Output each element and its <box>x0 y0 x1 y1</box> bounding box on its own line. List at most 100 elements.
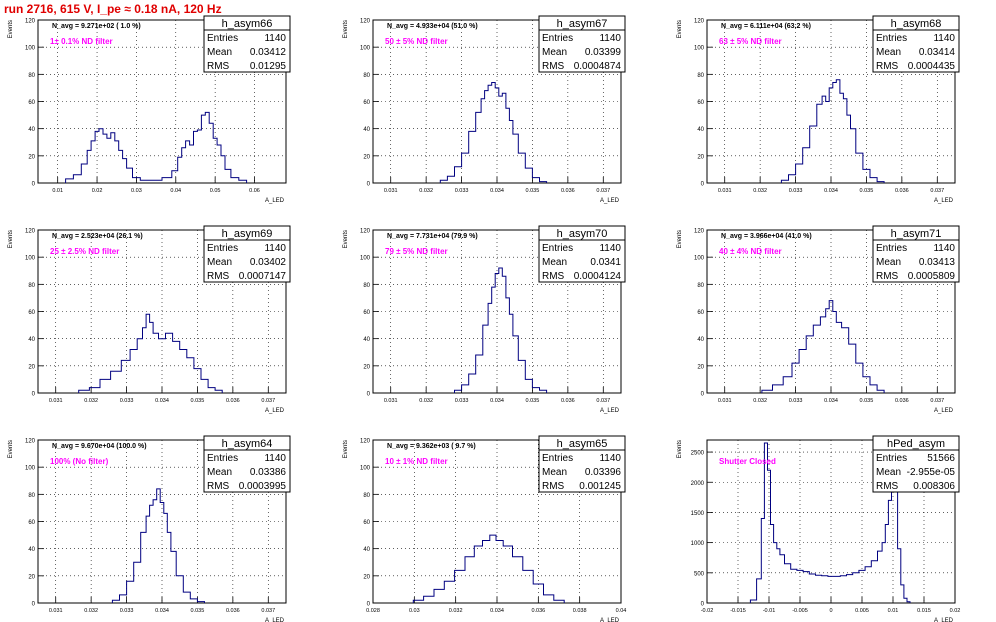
x-tick-label: 0.031 <box>718 188 732 194</box>
x-tick-label: 0.037 <box>930 398 944 404</box>
x-tick-label: 0.033 <box>455 398 469 404</box>
page-title: run 2716, 615 V, I_pe ≈ 0.18 nA, 120 Hz <box>4 2 222 16</box>
x-tick-label: 0.036 <box>226 608 240 614</box>
y-axis-label: Events <box>677 230 683 248</box>
y-tick-label: 80 <box>363 283 370 289</box>
stats-value: 1140 <box>264 33 286 44</box>
x-tick-label: 0.031 <box>718 398 732 404</box>
x-tick-label: 0.036 <box>561 188 575 194</box>
navg-label: N_avg = 9.362e+03 ( 9.7 %) <box>387 443 476 450</box>
histogram-series <box>412 534 565 603</box>
stats-value: 0.03396 <box>585 467 622 478</box>
stats-value: 0.0005809 <box>908 271 956 282</box>
y-axis-label: Events <box>343 230 349 248</box>
histogram-series <box>65 111 248 183</box>
x-tick-label: 0.036 <box>895 398 909 404</box>
x-tick-label: 0.032 <box>753 188 767 194</box>
stats-box <box>872 225 960 283</box>
y-tick-label: 500 <box>694 571 705 577</box>
stats-key: Mean <box>542 257 567 268</box>
plot-frame <box>37 229 287 394</box>
stats-box <box>203 435 291 493</box>
stats-title: hPed_asym <box>887 438 945 450</box>
y-tick-label: 1000 <box>691 541 705 547</box>
stats-value: 51566 <box>927 453 955 464</box>
x-tick-label: 0.034 <box>490 398 504 404</box>
y-axis-label: Events <box>343 440 349 458</box>
stats-box <box>872 435 960 493</box>
stats-key: Entries <box>542 243 573 254</box>
stats-key: Entries <box>876 453 907 464</box>
stats-key: RMS <box>876 61 899 72</box>
stats-value: 0.03399 <box>585 47 622 58</box>
x-tick-label: 0.037 <box>596 398 610 404</box>
x-tick-label: 0.031 <box>49 398 63 404</box>
y-tick-label: 40 <box>363 547 370 553</box>
stats-title: h_asym65 <box>557 438 608 450</box>
stats-box <box>203 15 291 73</box>
stats-box <box>203 225 291 283</box>
stats-title: h_asym71 <box>891 228 942 240</box>
y-tick-label: 0 <box>367 602 371 608</box>
y-tick-label: 60 <box>28 310 35 316</box>
stats-key: RMS <box>542 481 565 492</box>
y-tick-label: 20 <box>697 154 704 160</box>
x-tick-label: 0.02 <box>950 608 961 614</box>
y-tick-label: 40 <box>697 127 704 133</box>
x-tick-label: 0.035 <box>526 398 540 404</box>
y-tick-label: 80 <box>28 73 35 79</box>
histogram-series <box>111 488 205 603</box>
plot-frame <box>706 19 956 184</box>
y-tick-label: 100 <box>360 256 371 262</box>
stats-key: Mean <box>207 467 232 478</box>
x-tick-label: 0.028 <box>366 608 380 614</box>
x-axis-label: A_LED <box>934 408 954 414</box>
histogram-series <box>439 82 548 183</box>
stats-key: Mean <box>542 47 567 58</box>
histogram-series <box>761 300 885 393</box>
stats-value: 0.008306 <box>913 481 955 492</box>
y-tick-label: 0 <box>701 182 705 188</box>
histogram-panel: 0 20 40 60 80 100 120 0.01 0.02 0.03 0.04 0.05 0.06 E… <box>8 15 291 204</box>
stats-value: 1140 <box>599 453 621 464</box>
y-tick-label: 0 <box>32 182 36 188</box>
stats-title: h_asym68 <box>891 18 942 30</box>
stats-value: 0.0004435 <box>908 61 956 72</box>
y-axis-label: Events <box>343 20 349 38</box>
y-tick-label: 1500 <box>691 511 705 517</box>
y-tick-label: 120 <box>25 229 36 235</box>
x-tick-label: 0.035 <box>526 188 540 194</box>
plot-frame <box>706 229 956 394</box>
x-tick-label: 0.035 <box>191 608 205 614</box>
y-tick-label: 100 <box>360 46 371 52</box>
stats-title: h_asym70 <box>557 228 608 240</box>
y-tick-label: 0 <box>701 392 705 398</box>
navg-label: N_avg = 7.731e+04 (79.9 %) <box>387 233 478 240</box>
x-tick-label: 0.033 <box>789 188 803 194</box>
stats-value: 1140 <box>933 243 955 254</box>
stats-key: Mean <box>876 257 901 268</box>
stats-key: Entries <box>207 243 238 254</box>
y-tick-label: 120 <box>360 19 371 25</box>
y-tick-label: 20 <box>697 364 704 370</box>
stats-key: RMS <box>207 61 230 72</box>
histogram-panel: 0 20 40 60 80 100 120 0.031 0.032 0.033 0.034 0.035… <box>677 225 960 414</box>
x-tick-label: 0.031 <box>384 188 398 194</box>
x-axis-label: A_LED <box>265 408 285 414</box>
stats-key: Entries <box>876 243 907 254</box>
histogram-panel: 0 20 40 60 80 100 120 0.031 0.032 0.033 0.034 0.035… <box>8 225 291 414</box>
x-tick-label: 0.01 <box>888 608 899 614</box>
y-tick-label: 60 <box>697 100 704 106</box>
stats-key: Entries <box>207 453 238 464</box>
filter-note: 50 ± 5% ND filter <box>385 37 448 46</box>
x-tick-label: 0.036 <box>895 188 909 194</box>
stats-box <box>872 15 960 73</box>
histogram-series <box>78 313 223 393</box>
y-tick-label: 60 <box>697 310 704 316</box>
x-tick-label: 0.04 <box>170 188 181 194</box>
stats-key: Mean <box>876 467 901 478</box>
stats-key: RMS <box>876 481 899 492</box>
y-tick-label: 60 <box>363 310 370 316</box>
histogram-panel: 0 20 40 60 80 100 120 0.028 0.03 0.032 0.034 0.036 0… <box>343 435 626 622</box>
